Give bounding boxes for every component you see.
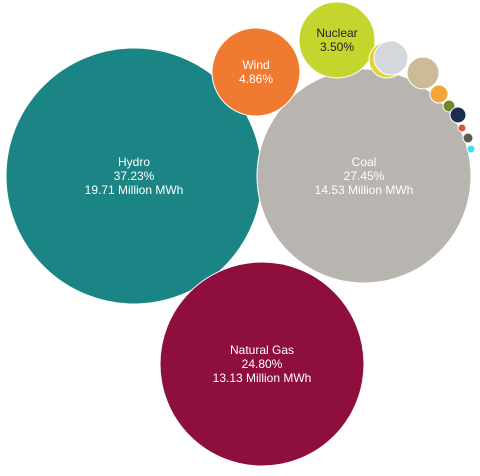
bubble-natural-gas-value-label: 13.13 Million MWh bbox=[213, 371, 312, 385]
bubble-minor-10[interactable] bbox=[449, 106, 467, 124]
bubble-nuclear-name-label: Nuclear bbox=[316, 26, 357, 40]
bubble-minor-12[interactable] bbox=[462, 132, 474, 144]
bubble-hydro-value-label: 19.71 Million MWh bbox=[85, 183, 184, 197]
bubble-minor-7[interactable] bbox=[406, 56, 440, 90]
bubble-coal-name-label: Coal bbox=[352, 155, 377, 169]
bubble-wind-name-label: Wind bbox=[242, 58, 269, 72]
bubble-coal-percent-label: 27.45% bbox=[344, 169, 385, 183]
bubble-wind-percent-label: 4.86% bbox=[239, 72, 273, 86]
bubble-wind[interactable] bbox=[211, 27, 301, 117]
bubble-nuclear[interactable] bbox=[298, 1, 376, 79]
bubble-minor-11[interactable] bbox=[457, 123, 467, 133]
bubble-coal[interactable] bbox=[256, 68, 472, 284]
bubble-minor-13[interactable] bbox=[466, 144, 476, 154]
bubble-natural-gas-percent-label: 24.80% bbox=[242, 357, 283, 371]
bubble-hydro-percent-label: 37.23% bbox=[114, 169, 155, 183]
bubble-natural-gas[interactable] bbox=[159, 261, 365, 467]
bubble-hydro-name-label: Hydro bbox=[118, 155, 150, 169]
bubble-nuclear-percent-label: 3.50% bbox=[320, 40, 354, 54]
bubble-coal-value-label: 14.53 Million MWh bbox=[315, 183, 414, 197]
bubble-minor-8[interactable] bbox=[429, 84, 449, 104]
bubble-minor-6[interactable] bbox=[373, 40, 409, 76]
bubble-natural-gas-name-label: Natural Gas bbox=[230, 343, 294, 357]
